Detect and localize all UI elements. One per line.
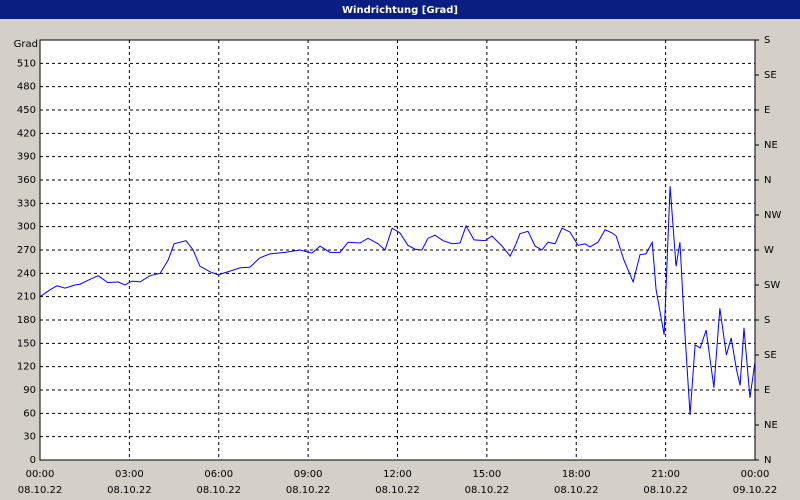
y2-tick-label: NW — [764, 210, 781, 221]
y2-tick-label: NE — [764, 140, 778, 151]
y2-tick-label: S — [764, 35, 770, 46]
y-tick-label: 330 — [17, 198, 36, 209]
title-bar — [0, 0, 800, 19]
x-tick-date: 08.10.22 — [286, 485, 331, 496]
y2-tick-label: E — [764, 105, 770, 116]
chart-title: Windrichtung [Grad] — [342, 5, 458, 16]
y2-tick-label: E — [764, 385, 770, 396]
x-tick-date: 08.10.22 — [465, 485, 510, 496]
y-tick-label: 30 — [23, 432, 36, 443]
y-tick-label: 240 — [17, 268, 36, 279]
y-tick-label: 60 — [23, 408, 36, 419]
y2-tick-label: N — [764, 175, 771, 186]
y-tick-label: 420 — [17, 128, 36, 139]
y2-tick-label: N — [764, 455, 771, 466]
y2-tick-label: W — [764, 245, 774, 256]
y-tick-label: 450 — [17, 105, 36, 116]
x-tick-date: 08.10.22 — [196, 485, 241, 496]
y-tick-label: 480 — [17, 82, 36, 93]
x-tick-label: 21:00 — [651, 469, 680, 480]
x-tick-label: 03:00 — [115, 469, 144, 480]
x-tick-label: 00:00 — [741, 469, 770, 480]
y2-tick-label: SW — [764, 280, 780, 291]
y-tick-label: 510 — [17, 58, 36, 69]
x-tick-label: 18:00 — [562, 469, 591, 480]
x-tick-date: 08.10.22 — [107, 485, 152, 496]
y2-tick-label: S — [764, 315, 770, 326]
y-tick-label: 300 — [17, 222, 36, 233]
x-tick-date: 08.10.22 — [18, 485, 63, 496]
y2-tick-label: SE — [764, 350, 777, 361]
y-tick-label: 150 — [17, 338, 36, 349]
y-tick-label: 270 — [17, 245, 36, 256]
x-tick-label: 15:00 — [472, 469, 501, 480]
plot-border — [39, 39, 756, 461]
x-tick-date: 08.10.22 — [375, 485, 420, 496]
y2-tick-label: NE — [764, 420, 778, 431]
x-tick-label: 06:00 — [204, 469, 233, 480]
x-tick-date: 08.10.22 — [643, 485, 688, 496]
y2-tick-label: SE — [764, 70, 777, 81]
x-tick-label: 00:00 — [26, 469, 55, 480]
y-tick-label: 90 — [23, 385, 36, 396]
y-tick-label: 210 — [17, 292, 36, 303]
y-tick-label: 360 — [17, 175, 36, 186]
x-tick-label: 09:00 — [294, 469, 323, 480]
y-tick-label: 390 — [17, 152, 36, 163]
data-line — [39, 186, 756, 415]
y-tick-label: 120 — [17, 362, 36, 373]
x-tick-date: 09.10.22 — [733, 485, 778, 496]
y-tick-label: 180 — [17, 315, 36, 326]
x-tick-label: 12:00 — [383, 469, 412, 480]
y-axis-label: Grad — [14, 39, 38, 50]
y-tick-label: 0 — [30, 455, 36, 466]
x-tick-date: 08.10.22 — [554, 485, 599, 496]
